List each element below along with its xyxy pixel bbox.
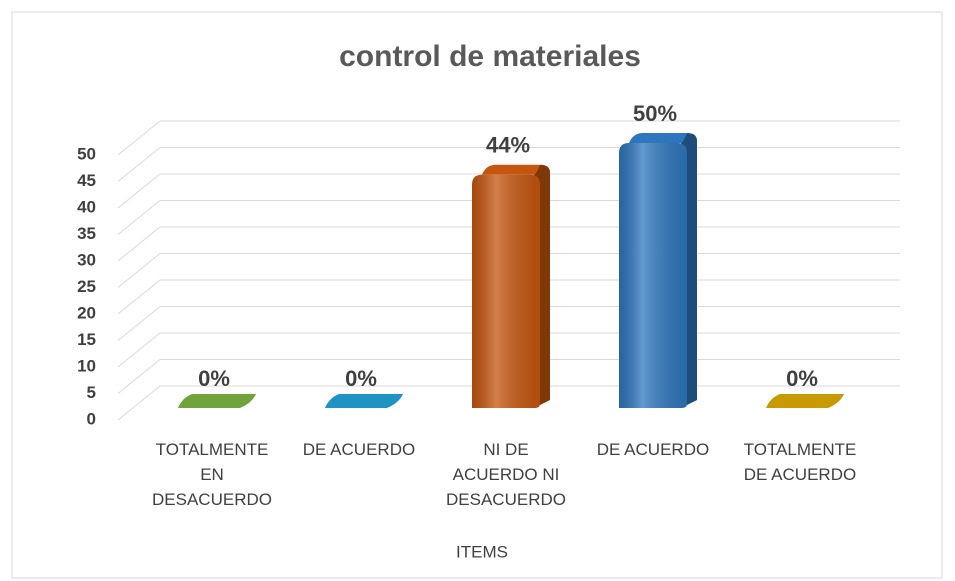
data-label: 0% <box>198 366 230 391</box>
data-label: 0% <box>345 366 377 391</box>
data-label: 44% <box>486 133 530 158</box>
y-tick-label: 25 <box>77 277 96 296</box>
y-tick-label: 20 <box>77 303 96 322</box>
x-axis-label: ITEMS <box>456 542 508 561</box>
y-tick-label: 30 <box>77 250 96 269</box>
y-tick-label: 0 <box>87 409 96 428</box>
x-tick-label: TOTALMENTE DE ACUERDO <box>743 440 857 484</box>
bar <box>325 394 403 408</box>
y-tick-label: 5 <box>87 383 96 402</box>
x-tick-label: NI DE ACUERDO NI DESACUERDO <box>446 440 566 509</box>
y-tick-label: 45 <box>77 171 96 190</box>
x-tick-label: DE ACUERDO <box>596 440 710 459</box>
y-tick-label: 15 <box>77 330 96 349</box>
x-tick-label: DE ACUERDO <box>302 440 416 459</box>
bar <box>766 394 844 408</box>
bar <box>178 394 256 408</box>
bar <box>472 164 550 408</box>
bar <box>619 133 697 408</box>
y-tick-label: 50 <box>77 144 96 163</box>
y-tick-label: 10 <box>77 356 96 375</box>
y-tick-label: 35 <box>77 224 96 243</box>
grid-line <box>117 120 900 156</box>
data-label: 50% <box>633 101 677 126</box>
chart-title: control de materiales <box>339 40 641 73</box>
x-tick-label: TOTALMENTE EN DESACUERDO <box>152 440 272 509</box>
y-tick-label: 40 <box>77 197 96 216</box>
data-label: 0% <box>786 366 818 391</box>
